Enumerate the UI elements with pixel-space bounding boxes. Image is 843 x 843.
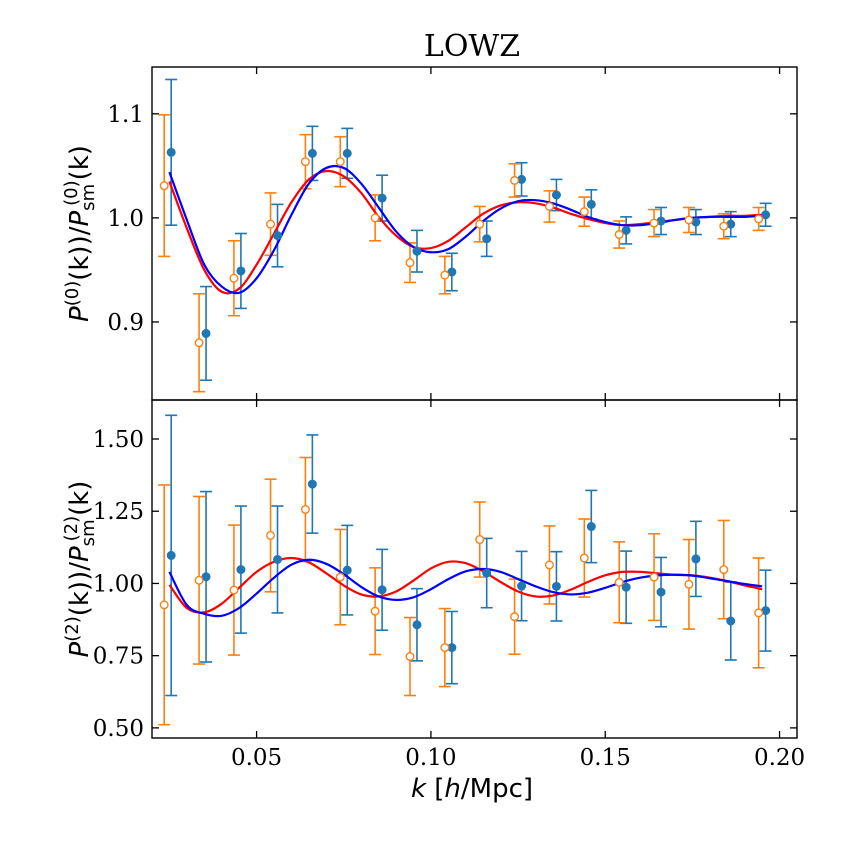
data-point-filled <box>236 266 246 276</box>
data-point-open <box>510 175 520 185</box>
data-point-open <box>475 219 485 229</box>
x-tick-label: 0.10 <box>405 745 456 771</box>
data-point-filled <box>482 234 492 244</box>
x-tick-label: 0.15 <box>580 745 631 771</box>
data-point-open <box>300 157 310 167</box>
data-point-open <box>370 213 380 223</box>
y-tick-label-monopole: 0.9 <box>107 310 144 336</box>
data-point-filled <box>236 565 246 575</box>
data-point-open <box>405 652 415 662</box>
data-point-open <box>614 230 624 240</box>
data-point-open <box>370 606 380 616</box>
data-point-open <box>335 157 345 167</box>
data-point-open <box>719 565 729 575</box>
data-point-filled <box>586 522 596 532</box>
plot-layer: 0.9 1.0 1.1 P(0)(k))/Psm(0)(k) 0.50 0.75 1.00 1… <box>61 66 805 771</box>
data-point-filled <box>273 554 283 564</box>
data-point-filled <box>412 246 422 256</box>
data-point-filled <box>307 148 317 158</box>
data-point-open <box>579 553 589 563</box>
data-point-open <box>684 579 694 589</box>
x-tick-label: 0.05 <box>231 745 282 771</box>
data-point-open <box>405 258 415 268</box>
data-point-filled <box>342 148 352 158</box>
x-axis-label: k [h/Mpc] <box>411 774 533 804</box>
data-point-filled <box>656 587 666 597</box>
data-point-filled <box>621 225 631 235</box>
y-axis-label-monopole: P(0)(k))/Psm(0)(k) <box>61 145 99 322</box>
data-point-open <box>510 612 520 622</box>
data-point-filled <box>482 568 492 578</box>
data-point-filled <box>342 565 352 575</box>
data-point-filled <box>166 147 176 157</box>
data-point-filled <box>517 581 527 591</box>
data-point-filled <box>551 190 561 200</box>
y-tick-label-monopole: 1.1 <box>107 102 144 128</box>
panel-frame-quadrupole <box>151 399 798 739</box>
data-point-open <box>475 535 485 545</box>
data-point-filled <box>691 554 701 564</box>
data-point-filled <box>551 581 561 591</box>
panel-frame-monopole <box>151 66 798 401</box>
data-point-filled <box>586 199 596 209</box>
y-tick-label-quadrupole: 1.50 <box>93 427 144 453</box>
x-tick-label: 0.20 <box>754 745 805 771</box>
data-point-open <box>649 218 659 228</box>
y-tick-label-quadrupole: 1.00 <box>93 571 144 597</box>
y-tick-label-quadrupole: 0.75 <box>93 644 144 670</box>
data-point-filled <box>377 193 387 203</box>
model-curve-red <box>168 556 763 614</box>
data-point-open <box>614 577 624 587</box>
data-point-open <box>229 585 239 595</box>
data-point-open <box>754 608 764 618</box>
data-point-open <box>266 219 276 229</box>
data-point-open <box>229 273 239 283</box>
data-point-filled <box>307 479 317 489</box>
data-point-open <box>719 221 729 231</box>
y-tick-label-quadrupole: 0.50 <box>93 716 144 742</box>
data-point-open <box>544 560 554 570</box>
y-tick-label-monopole: 1.0 <box>107 206 144 232</box>
data-point-open <box>335 572 345 582</box>
data-point-filled <box>761 210 771 220</box>
data-point-open <box>684 215 694 225</box>
data-point-open <box>544 201 554 211</box>
data-point-open <box>440 643 450 653</box>
data-point-open <box>159 181 169 191</box>
data-point-open <box>266 530 276 540</box>
data-point-open <box>440 270 450 280</box>
data-point-filled <box>726 616 736 626</box>
data-point-open <box>194 338 204 348</box>
data-point-filled <box>273 231 283 241</box>
y-tick-label-quadrupole: 1.25 <box>93 499 144 525</box>
model-curve-blue <box>168 558 763 618</box>
data-point-filled <box>201 572 211 582</box>
data-point-open <box>194 575 204 585</box>
data-point-open <box>649 572 659 582</box>
data-point-filled <box>201 328 211 338</box>
data-point-open <box>300 504 310 514</box>
data-point-open <box>754 214 764 224</box>
data-point-filled <box>621 582 631 592</box>
data-point-filled <box>377 585 387 595</box>
chart-title: LOWZ <box>424 29 520 64</box>
data-point-open <box>579 207 589 217</box>
data-point-open <box>159 600 169 610</box>
y-axis-label-quadrupole: P(2)(k))/Psm(2)(k) <box>61 481 99 658</box>
data-point-filled <box>166 550 176 560</box>
model-curve-blue <box>168 164 763 295</box>
data-point-filled <box>412 620 422 630</box>
